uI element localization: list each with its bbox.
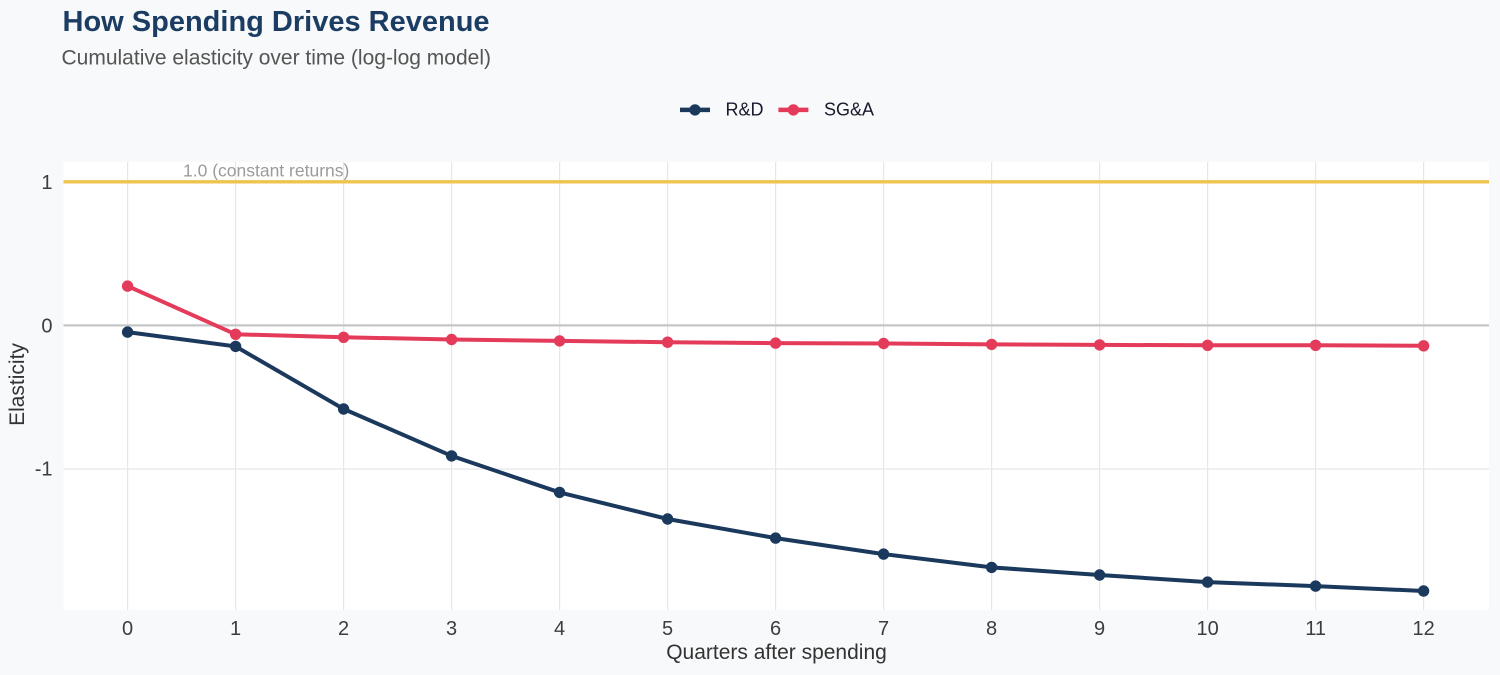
svg-text:8: 8 [986,618,997,640]
svg-text:3: 3 [446,618,457,640]
svg-text:5: 5 [662,618,673,640]
svg-text:2: 2 [338,618,349,640]
svg-text:Quarters after spending: Quarters after spending [666,641,887,664]
svg-text:4: 4 [554,618,565,640]
svg-text:6: 6 [770,618,781,640]
svg-text:-1: -1 [35,459,53,481]
svg-text:0: 0 [122,618,133,640]
svg-text:Cumulative elasticity over tim: Cumulative elasticity over time (log-log… [62,47,492,70]
svg-text:1.0 (constant returns): 1.0 (constant returns) [183,161,349,181]
svg-text:7: 7 [878,618,889,640]
svg-text:How Spending Drives Revenue: How Spending Drives Revenue [63,6,490,38]
svg-text:0: 0 [41,315,52,337]
svg-text:11: 11 [1305,618,1326,640]
svg-text:12: 12 [1412,618,1434,640]
svg-text:10: 10 [1196,618,1218,640]
svg-text:Elasticity: Elasticity [6,343,29,426]
svg-text:1: 1 [230,618,241,640]
svg-text:1: 1 [41,172,52,194]
svg-text:SG&A: SG&A [824,100,874,120]
svg-text:R&D: R&D [726,100,764,120]
svg-text:9: 9 [1094,618,1105,640]
